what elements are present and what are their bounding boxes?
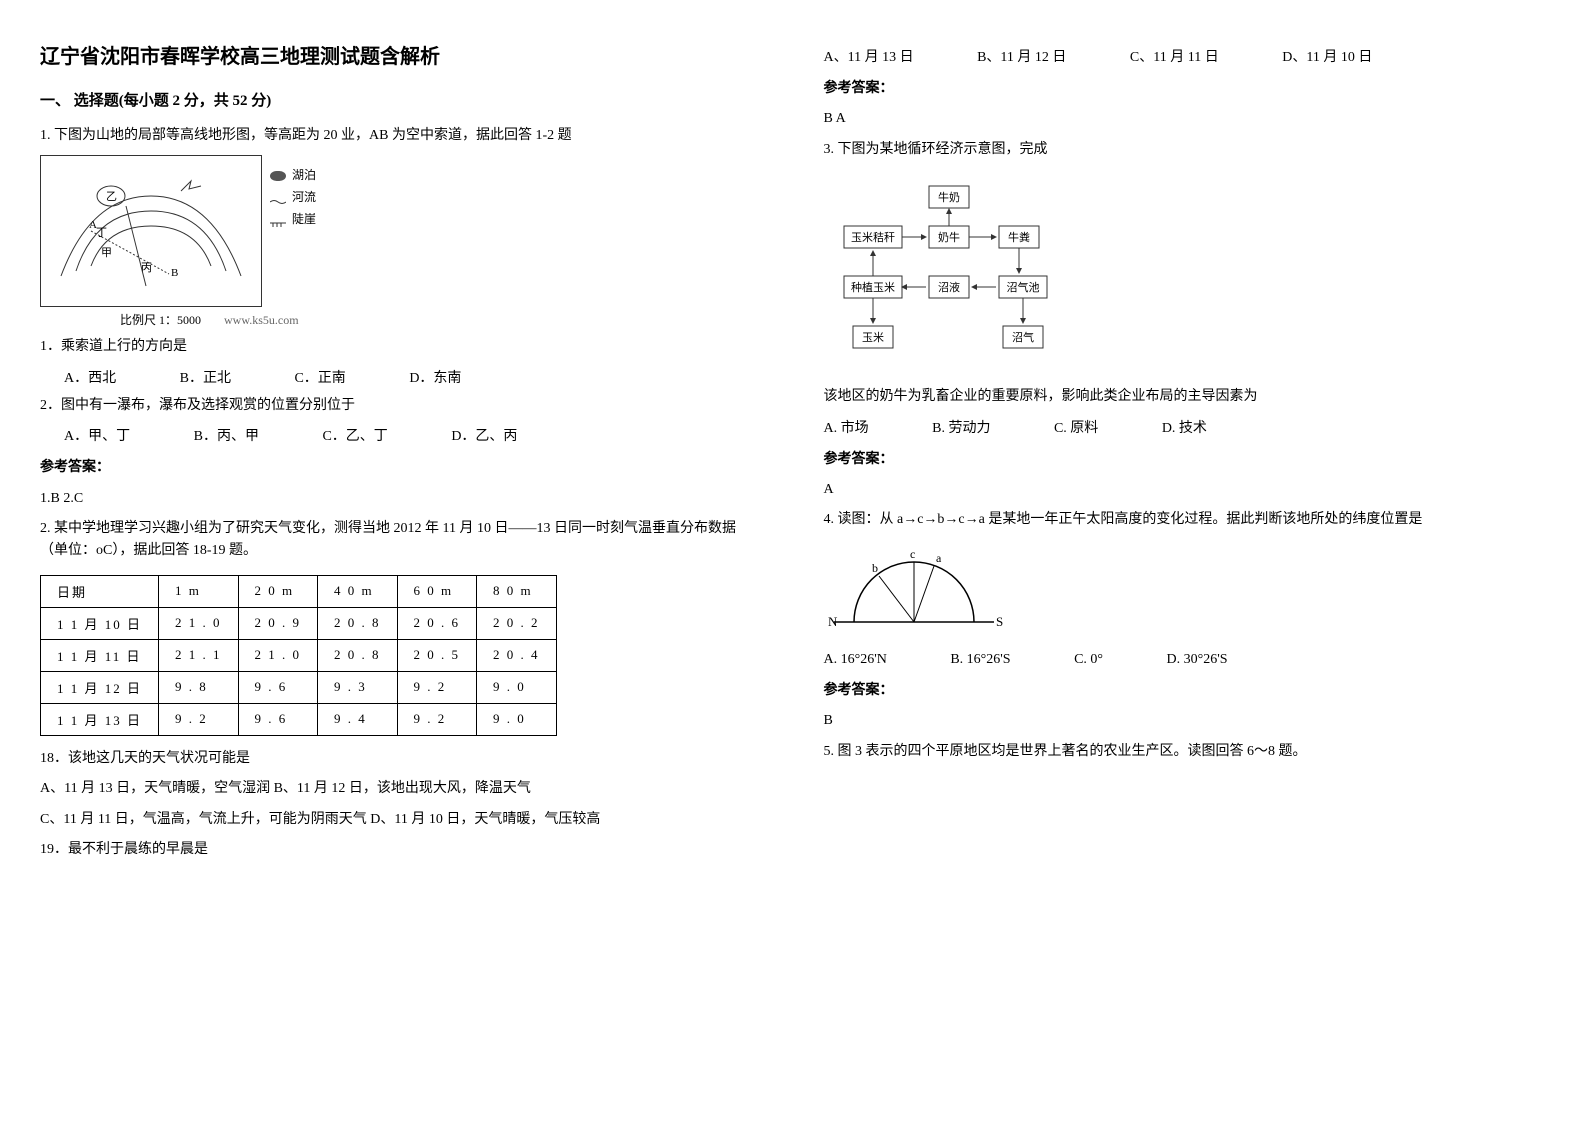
opt-a: A. 市场 — [824, 417, 869, 437]
q4-stem: 4. 读图：从 a→c→b→c→a 是某地一年正午太阳高度的变化过程。据此判断该… — [824, 509, 1548, 531]
svg-text:B: B — [171, 267, 178, 279]
opt-a: A．甲、丁 — [64, 425, 130, 445]
opt-b: B．正北 — [180, 367, 231, 387]
q1-stem: 1. 下图为山地的局部等高线地形图，等高距为 20 业，AB 为空中索道，据此回… — [40, 125, 764, 147]
page-title: 辽宁省沈阳市春晖学校高三地理测试题含解析 — [40, 40, 764, 69]
svg-text:A: A — [89, 219, 97, 231]
q1-legend: 湖泊 河流 陡崖 — [270, 165, 316, 230]
q1-answer: 1.B 2.C — [40, 488, 764, 510]
legend-river: 河流 — [292, 187, 316, 209]
node-milk: 牛奶 — [938, 190, 960, 204]
q2-table: 日期 1 m 2 0 m 4 0 m 6 0 m 8 0 m 1 1 月 10 … — [40, 575, 557, 736]
q1-sub2-options: A．甲、丁 B．丙、甲 C．乙、丁 D．乙、丙 — [64, 425, 764, 445]
q2-sub18-opts-line1: A、11 月 13 日，天气晴暖，空气湿润 B、11 月 12 日，该地出现大风… — [40, 778, 764, 800]
table-row: 1 1 月 12 日 9 . 8 9 . 6 9 . 3 9 . 2 9 . 0 — [41, 671, 557, 703]
q1-sub1-options: A．西北 B．正北 C．正南 D．东南 — [64, 367, 764, 387]
svg-text:沼气: 沼气 — [1012, 330, 1034, 344]
opt-c: C．正南 — [294, 367, 345, 387]
table-row: 1 1 月 13 日 9 . 2 9 . 6 9 . 4 9 . 2 9 . 0 — [41, 703, 557, 735]
q3-options: A. 市场 B. 劳动力 C. 原料 D. 技术 — [824, 417, 1548, 437]
opt-d: D. 技术 — [1162, 417, 1207, 437]
river-swatch — [270, 193, 286, 203]
svg-text:奶牛: 奶牛 — [938, 230, 960, 244]
opt-c: C、11 月 11 日 — [1130, 46, 1219, 66]
q2-sub19-options: A、11 月 13 日 B、11 月 12 日 C、11 月 11 日 D、11… — [824, 46, 1548, 66]
opt-d: D．乙、丙 — [451, 425, 517, 445]
q1-answer-heading: 参考答案： — [40, 457, 764, 479]
th-4: 6 0 m — [397, 575, 477, 607]
table-row: 1 1 月 11 日 2 1 . 1 2 1 . 0 2 0 . 8 2 0 .… — [41, 639, 557, 671]
svg-text:沼液: 沼液 — [938, 280, 960, 294]
lake-swatch — [270, 171, 286, 181]
svg-text:b: b — [872, 561, 878, 575]
q4-answer-heading: 参考答案： — [824, 680, 1548, 702]
svg-text:牛粪: 牛粪 — [1008, 230, 1030, 244]
q4-diagram: N S b c a — [824, 542, 1004, 642]
left-column: 辽宁省沈阳市春晖学校高三地理测试题含解析 一、 选择题(每小题 2 分，共 52… — [40, 40, 764, 869]
opt-c: C. 0° — [1074, 652, 1103, 668]
q4-answer: B — [824, 710, 1548, 732]
contour-map-svg: 乙 甲 丙 B 丁 A — [41, 156, 261, 306]
svg-text:S: S — [996, 614, 1003, 629]
q2-answer: B A — [824, 108, 1548, 130]
legend-cliff: 陡崖 — [292, 209, 316, 231]
opt-b: B．丙、甲 — [194, 425, 259, 445]
q1-sub2: 2．图中有一瀑布，瀑布及选择观赏的位置分别位于 — [40, 395, 764, 417]
q2-answer-heading: 参考答案： — [824, 78, 1548, 100]
q2-stem: 2. 某中学地理学习兴趣小组为了研究天气变化，测得当地 2012 年 11 月 … — [40, 518, 764, 563]
th-1: 1 m — [159, 575, 239, 607]
q3-flowchart: 牛奶 玉米秸秆 奶牛 牛粪 种植玉米 沼液 沼气池 玉米 — [824, 171, 1548, 376]
opt-d: D. 30°26'S — [1167, 652, 1228, 668]
th-0: 日期 — [41, 575, 159, 607]
flowchart-svg: 牛奶 玉米秸秆 奶牛 牛粪 种植玉米 沼液 沼气池 玉米 — [834, 181, 1094, 361]
opt-d: D、11 月 10 日 — [1282, 46, 1372, 66]
q4-options: A. 16°26'N B. 16°26'S C. 0° D. 30°26'S — [824, 652, 1548, 668]
q2-sub19: 19．最不利于晨练的早晨是 — [40, 839, 764, 861]
svg-text:玉米: 玉米 — [862, 331, 884, 344]
section-heading: 一、 选择题(每小题 2 分，共 52 分) — [40, 89, 764, 113]
legend-lake: 湖泊 — [292, 165, 316, 187]
q3-answer-heading: 参考答案： — [824, 449, 1548, 471]
q2-sub18: 18．该地这几天的天气状况可能是 — [40, 748, 764, 770]
q1-sub1: 1．乘索道上行的方向是 — [40, 336, 764, 358]
opt-b: B. 16°26'S — [950, 652, 1010, 668]
sun-arc-svg: N S b c a — [824, 542, 1004, 642]
q3-answer: A — [824, 479, 1548, 501]
scale-text: 比例尺 1：5000 — [120, 313, 201, 327]
th-5: 8 0 m — [477, 575, 557, 607]
opt-c: C. 原料 — [1054, 417, 1098, 437]
watermark: www.ks5u.com — [224, 313, 299, 327]
table-row: 1 1 月 10 日 2 1 . 0 2 0 . 9 2 0 . 8 2 0 .… — [41, 607, 557, 639]
svg-text:N: N — [828, 614, 838, 629]
q1-figure-wrapper: 乙 甲 丙 B 丁 A 湖泊 河流 — [40, 155, 380, 328]
q3-stem: 3. 下图为某地循环经济示意图，完成 — [824, 139, 1548, 161]
svg-text:c: c — [910, 547, 915, 561]
svg-text:种植玉米: 种植玉米 — [851, 280, 895, 294]
svg-text:乙: 乙 — [106, 190, 117, 203]
opt-d: D．东南 — [409, 367, 461, 387]
opt-b: B、11 月 12 日 — [977, 46, 1066, 66]
q5-stem: 5. 图 3 表示的四个平原地区均是世界上著名的农业生产区。读图回答 6～8 题… — [824, 741, 1548, 763]
table-body: 1 1 月 10 日 2 1 . 0 2 0 . 9 2 0 . 8 2 0 .… — [41, 607, 557, 735]
th-2: 2 0 m — [238, 575, 318, 607]
svg-text:沼气池: 沼气池 — [1006, 280, 1039, 294]
q3-subtext: 该地区的奶牛为乳畜企业的重要原料，影响此类企业布局的主导因素为 — [824, 386, 1548, 408]
svg-text:甲: 甲 — [101, 247, 112, 259]
cliff-swatch — [270, 214, 286, 224]
opt-a: A．西北 — [64, 367, 116, 387]
scale-row: 比例尺 1：5000 www.ks5u.com — [40, 311, 380, 328]
svg-text:a: a — [936, 551, 942, 565]
table-header-row: 日期 1 m 2 0 m 4 0 m 6 0 m 8 0 m — [41, 575, 557, 607]
th-3: 4 0 m — [318, 575, 398, 607]
opt-c: C．乙、丁 — [322, 425, 387, 445]
right-column: A、11 月 13 日 B、11 月 12 日 C、11 月 11 日 D、11… — [824, 40, 1548, 869]
q1-map-figure: 乙 甲 丙 B 丁 A — [40, 155, 262, 307]
q2-sub18-opts-line2: C、11 月 11 日，气温高，气流上升，可能为阴雨天气 D、11 月 10 日… — [40, 809, 764, 831]
opt-a: A、11 月 13 日 — [824, 46, 914, 66]
svg-text:玉米秸秆: 玉米秸秆 — [851, 231, 895, 244]
opt-a: A. 16°26'N — [824, 652, 887, 668]
opt-b: B. 劳动力 — [932, 417, 990, 437]
